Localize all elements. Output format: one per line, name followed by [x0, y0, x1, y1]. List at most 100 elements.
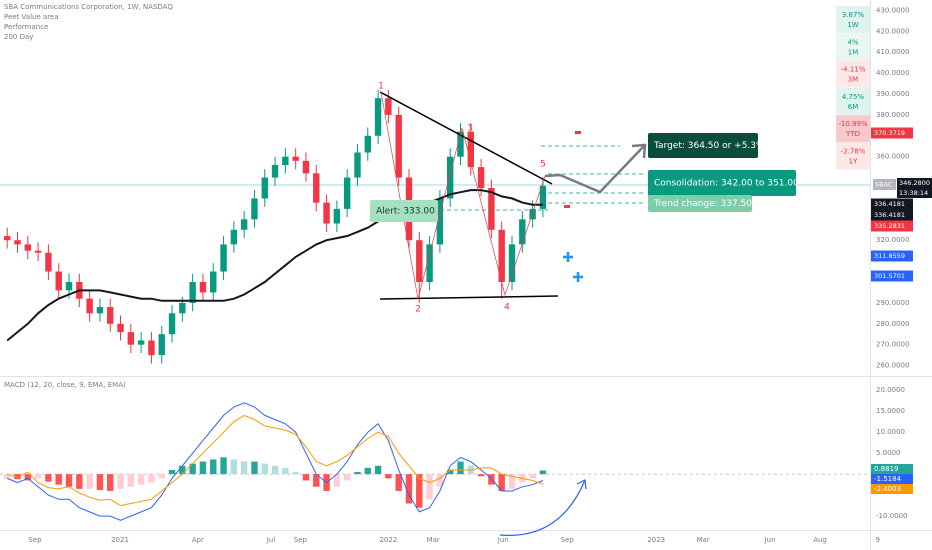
performance-period: 1Y	[849, 158, 858, 166]
histogram-bar	[76, 474, 83, 489]
performance-period: YTD	[845, 130, 860, 138]
y-tick-label: 360.0000	[876, 153, 909, 161]
countdown: 13:38:14	[899, 189, 928, 197]
price-label: 301.5701	[874, 272, 905, 280]
candle-body	[86, 298, 93, 314]
candle-body	[210, 271, 217, 293]
performance-box	[836, 87, 870, 115]
value-label: 0.8819	[874, 465, 899, 473]
histogram-bar	[477, 474, 485, 477]
legend-item: 200 Day	[4, 33, 33, 41]
marker	[563, 252, 583, 282]
y-tick-label: 290.0000	[876, 299, 909, 307]
histogram-bar	[34, 474, 42, 479]
histogram-bar	[446, 469, 454, 475]
candle-body	[467, 131, 474, 168]
x-tick-label: 2021	[111, 536, 129, 544]
price-badge	[871, 270, 913, 282]
histogram-bar	[508, 474, 516, 489]
histogram-bar	[199, 461, 207, 475]
candle-body	[220, 244, 227, 272]
x-tick-label: Mar	[427, 536, 440, 544]
histogram-bar	[230, 459, 238, 475]
histogram-bar	[55, 474, 62, 485]
y-tick-label: 280.0000	[876, 320, 909, 328]
performance-change: 4%	[847, 38, 858, 46]
legend-item: Performance	[4, 23, 48, 31]
y-tick-label: 10.0000	[876, 428, 905, 436]
candle-body	[282, 156, 289, 166]
candle-body	[385, 98, 392, 115]
y-tick-label: 15.0000	[876, 407, 905, 415]
price-badge	[871, 209, 913, 221]
y-tick-label: 430.0000	[876, 6, 909, 14]
target-label-box	[648, 133, 758, 158]
histogram-bar	[107, 474, 114, 491]
histogram-bar	[292, 472, 299, 475]
y-tick-label: -10.0000	[876, 512, 907, 520]
candle-body	[117, 323, 124, 333]
candle-body	[313, 173, 320, 203]
price-badge	[871, 250, 913, 262]
price-label: 336.4181	[874, 211, 905, 219]
y-tick-label: 260.0000	[876, 362, 909, 370]
histogram-bar	[374, 465, 382, 475]
candle-body	[24, 244, 32, 251]
y-tick-label: 20.0000	[876, 386, 905, 394]
candle-body	[107, 307, 114, 324]
performance-box	[836, 115, 870, 143]
candle-body	[251, 198, 258, 220]
trendline	[379, 295, 559, 300]
price-label: 335.2831	[874, 222, 905, 230]
arrow-sketch	[499, 479, 586, 536]
histogram-bar	[426, 474, 433, 500]
macd-title: MACD (12, 20, close, 9, EMA, EMA)	[4, 381, 126, 389]
histogram-bar	[96, 474, 104, 491]
symbol-label: SBAC	[875, 181, 893, 189]
wave-label: 2	[415, 305, 421, 315]
candle-body	[519, 219, 526, 245]
performance-change: -2.78%	[841, 148, 866, 156]
last-price-badge	[897, 178, 932, 198]
candle-body	[436, 198, 444, 245]
value-badge	[871, 464, 913, 474]
y-tick-label: 390.0000	[876, 90, 909, 98]
histogram-bar	[271, 465, 279, 475]
candle-body	[446, 156, 454, 199]
candle-body	[55, 271, 62, 291]
histogram-bar	[14, 474, 21, 480]
candle-body	[189, 282, 196, 303]
projection-arrow-head	[631, 143, 647, 159]
candle-body	[148, 340, 155, 356]
candle-body	[4, 236, 11, 241]
price-label: 370.3719	[874, 129, 905, 137]
histogram-bar	[168, 469, 176, 475]
marker	[564, 205, 570, 208]
alert-label: Alert: 333.00	[376, 207, 435, 217]
y-tick-label: 270.0000	[876, 341, 909, 349]
candle-body	[127, 332, 135, 345]
performance-period: 3M	[848, 76, 859, 84]
moving-average	[6, 189, 543, 342]
performance-box	[836, 33, 870, 61]
x-tick-label: Sep	[294, 536, 308, 544]
x-tick-label: Sep	[28, 536, 42, 544]
wave-label: 3	[467, 124, 473, 134]
histogram-bar	[354, 472, 361, 475]
wave-zigzag	[380, 91, 546, 300]
x-tick-label: Jun	[497, 536, 509, 544]
performance-box	[836, 142, 870, 170]
symbol-badge	[873, 179, 896, 190]
projection-arrow	[544, 145, 645, 194]
candle-body	[240, 219, 248, 230]
candle-body	[14, 240, 21, 245]
x-tick-label: Mar	[696, 536, 709, 544]
candle-body	[416, 240, 423, 282]
histogram-bar	[179, 465, 186, 475]
trend-label-box	[648, 195, 752, 212]
histogram-bar	[148, 474, 155, 483]
performance-box	[836, 6, 870, 33]
alert-label-box	[370, 200, 438, 222]
price-label: 311.8559	[874, 252, 905, 260]
y-tick-label: 410.0000	[876, 48, 909, 56]
